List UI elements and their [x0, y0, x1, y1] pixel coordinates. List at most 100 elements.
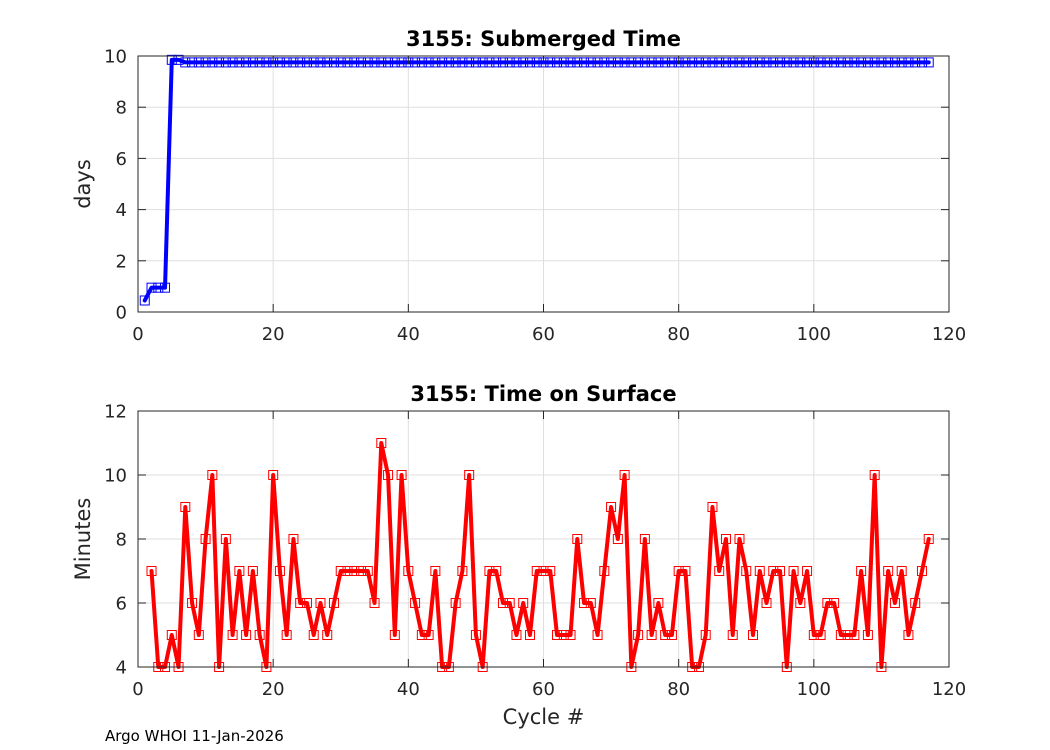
data-point-marker — [734, 534, 745, 544]
data-point-marker — [714, 566, 725, 576]
data-point-marker — [261, 57, 272, 68]
data-point-marker — [856, 57, 867, 68]
data-point-marker — [916, 57, 927, 68]
series-line — [149, 441, 931, 669]
x-tick-label: 20 — [262, 324, 285, 345]
data-point-marker — [295, 57, 306, 68]
data-point-marker — [896, 566, 907, 576]
data-point-marker — [166, 630, 177, 640]
data-point-marker — [822, 598, 833, 608]
data-point-marker — [518, 57, 529, 68]
data-point-marker — [883, 57, 894, 68]
data-point-marker — [619, 470, 630, 480]
data-point-marker — [396, 57, 407, 68]
data-point-marker — [579, 598, 590, 608]
y-axis-label: Minutes — [71, 498, 95, 581]
data-point-marker — [491, 566, 502, 576]
data-point-marker — [173, 54, 184, 65]
data-point-marker — [437, 57, 448, 68]
data-point-marker — [362, 57, 373, 68]
data-point-marker — [849, 630, 860, 640]
data-point-marker — [842, 57, 853, 68]
data-point-marker — [423, 57, 434, 68]
data-point-marker — [220, 534, 231, 544]
data-point-marker — [727, 57, 738, 68]
data-point-marker — [862, 630, 873, 640]
data-point-marker — [612, 57, 623, 68]
y-tick-label: 6 — [116, 594, 127, 615]
data-point-marker — [545, 566, 556, 576]
data-point-marker — [342, 566, 353, 576]
data-point-marker — [802, 57, 813, 68]
data-point-marker — [220, 57, 231, 68]
data-point-marker — [254, 630, 265, 640]
data-point-marker — [660, 630, 671, 640]
x-tick-label: 60 — [532, 324, 555, 345]
data-point-marker — [457, 57, 468, 68]
data-point-marker — [910, 57, 921, 68]
data-point-marker — [356, 57, 367, 68]
data-point-marker — [748, 57, 759, 68]
data-point-marker — [227, 630, 238, 640]
data-point-marker — [633, 630, 644, 640]
y-axis-label: days — [71, 159, 95, 209]
data-point-marker — [349, 57, 360, 68]
data-point-marker — [781, 57, 792, 68]
data-point-marker — [720, 57, 731, 68]
x-tick-label: 20 — [262, 679, 285, 700]
y-tick-label: 8 — [116, 98, 127, 119]
data-point-marker — [876, 57, 887, 68]
data-point-marker — [470, 57, 481, 68]
data-point-marker — [761, 598, 772, 608]
data-point-marker — [288, 57, 299, 68]
data-point-marker — [214, 57, 225, 68]
y-tick-label: 10 — [104, 47, 127, 68]
y-tick-label: 10 — [104, 466, 127, 487]
data-point-marker — [403, 566, 414, 576]
data-point-marker — [531, 566, 542, 576]
x-tick-label: 40 — [397, 679, 420, 700]
data-point-marker — [207, 57, 218, 68]
data-point-marker — [775, 566, 786, 576]
data-point-marker — [234, 57, 245, 68]
data-point-marker — [653, 57, 664, 68]
data-point-marker — [903, 57, 914, 68]
y-tick-label: 6 — [116, 149, 127, 170]
data-point-marker — [227, 57, 238, 68]
grid-lines — [138, 56, 949, 312]
data-point-marker — [254, 57, 265, 68]
data-point-marker — [450, 57, 461, 68]
data-point-marker — [464, 57, 475, 68]
data-point-marker — [754, 566, 765, 576]
data-point-marker — [700, 57, 711, 68]
data-point-marker — [558, 57, 569, 68]
data-point-marker — [315, 57, 326, 68]
data-point-marker — [653, 598, 664, 608]
y-tick-label: 2 — [116, 251, 127, 272]
data-point-marker — [241, 630, 252, 640]
data-point-marker — [889, 57, 900, 68]
data-point-marker — [396, 470, 407, 480]
data-point-marker — [680, 57, 691, 68]
x-tick-label: 80 — [667, 324, 690, 345]
chart-title: 3155: Time on Surface — [410, 382, 676, 406]
data-point-marker — [383, 470, 394, 480]
tick-labels: 0 20 40 60 80 100 120 0 2 4 6 8 10 — [104, 47, 966, 346]
data-point-marker — [802, 566, 813, 576]
data-point-marker — [707, 502, 718, 512]
data-point-marker — [504, 598, 515, 608]
data-point-marker — [369, 57, 380, 68]
data-point-marker — [842, 630, 853, 640]
data-point-marker — [308, 630, 319, 640]
data-point-marker — [274, 57, 285, 68]
data-point-marker — [308, 57, 319, 68]
data-point-marker — [666, 630, 677, 640]
data-point-marker — [538, 566, 549, 576]
data-point-marker — [443, 57, 454, 68]
data-point-marker — [639, 534, 650, 544]
submerged-time-chart: 0 20 40 60 80 100 120 0 2 4 6 8 10 3155: Submerged T… — [71, 27, 966, 345]
data-point-marker — [896, 57, 907, 68]
data-point-marker — [693, 57, 704, 68]
data-point-marker — [612, 534, 623, 544]
